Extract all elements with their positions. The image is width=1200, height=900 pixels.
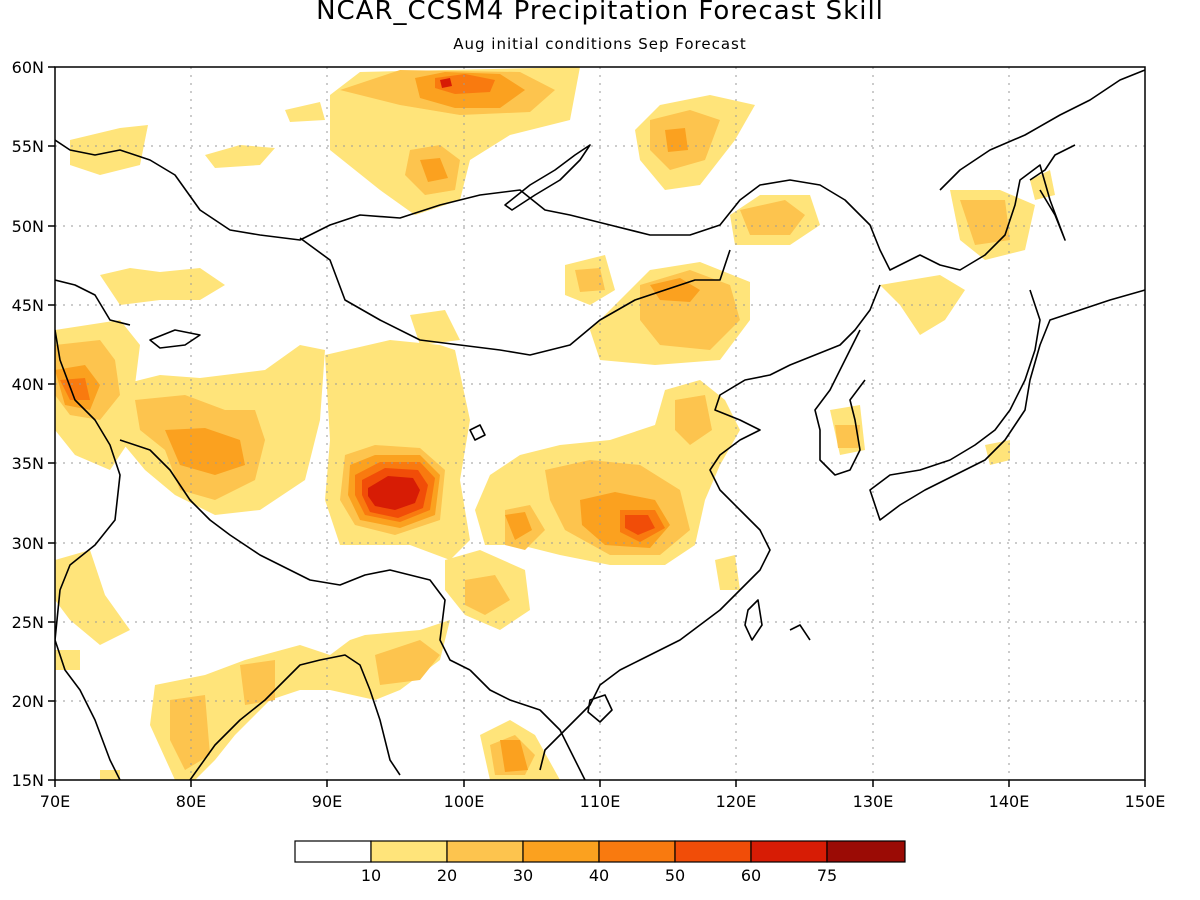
lat-tick-label: 50N	[12, 217, 44, 236]
skill-contours	[55, 67, 1055, 780]
skill-region	[55, 550, 130, 645]
lat-tick-label: 30N	[12, 534, 44, 553]
skill-region	[835, 425, 860, 448]
colorbar-swatch	[826, 840, 906, 863]
skill-region	[740, 200, 805, 235]
skill-region	[55, 650, 80, 670]
skill-region	[575, 268, 605, 292]
skill-region	[1030, 170, 1055, 200]
colorbar-swatch	[674, 840, 752, 863]
lon-tick-label: 90E	[312, 792, 342, 811]
lat-tick-label: 35N	[12, 454, 44, 473]
skill-region	[505, 512, 532, 540]
lat-tick-label: 20N	[12, 692, 44, 711]
colorbar-label: 30	[513, 866, 533, 885]
skill-region	[440, 78, 452, 88]
coastline-qinghai	[469, 424, 486, 441]
skill-region	[880, 275, 965, 335]
skill-region	[60, 378, 90, 400]
coastline-india-east	[189, 654, 401, 780]
colorbar-swatch	[750, 840, 828, 863]
axis-ticks	[48, 66, 1146, 787]
coastline-korea	[814, 329, 866, 476]
colorbar-label: 20	[437, 866, 457, 885]
colorbar-label: 75	[817, 866, 837, 885]
coastline-caspian-region	[55, 279, 131, 326]
graticule	[55, 67, 1145, 780]
skill-region	[985, 440, 1010, 465]
lon-tick-label: 110E	[580, 792, 621, 811]
skill-region	[170, 695, 210, 770]
skill-region	[205, 145, 275, 168]
skill-region	[410, 310, 460, 345]
coastline-india-west	[55, 329, 121, 780]
skill-region	[675, 395, 712, 445]
skill-region	[150, 620, 450, 780]
colorbar-label: 60	[741, 866, 761, 885]
lat-tick-label: 55N	[12, 137, 44, 156]
skill-region	[715, 555, 740, 590]
skill-region	[665, 128, 688, 152]
coastline-philippines	[789, 624, 811, 641]
coastline-himalaya-border	[119, 439, 471, 671]
lon-tick-label: 120E	[716, 792, 757, 811]
coastline-taiwan	[744, 599, 763, 641]
colorbar-swatch	[370, 840, 448, 863]
lat-tick-label: 40N	[12, 375, 44, 394]
lon-tick-label: 80E	[176, 792, 206, 811]
coastline-mongolia-china-border	[299, 237, 731, 356]
colorbar: 10 20 30 40 50 60 75	[294, 840, 906, 885]
skill-region	[420, 158, 448, 182]
skill-region	[100, 268, 225, 305]
colorbar-swatch	[522, 840, 600, 863]
colorbar-swatch	[294, 840, 372, 863]
coastline-japan	[869, 289, 1145, 521]
coastline-hainan	[587, 694, 613, 723]
skill-region	[240, 660, 275, 705]
lon-tick-label: 70E	[40, 792, 70, 811]
skill-region	[465, 575, 510, 615]
coastline-china-east	[539, 284, 881, 771]
colorbar-label: 40	[589, 866, 609, 885]
lat-tick-label: 25N	[12, 613, 44, 632]
map-subtitle: Aug initial conditions Sep Forecast	[453, 35, 747, 53]
coastline-balkhash	[149, 329, 201, 349]
coastlines	[55, 69, 1145, 780]
lon-tick-label: 130E	[853, 792, 894, 811]
lat-tick-label: 15N	[12, 771, 44, 790]
colorbar-label: 50	[665, 866, 685, 885]
skill-region	[368, 476, 420, 510]
lat-tick-label: 60N	[12, 58, 44, 77]
coastline-russia-arctic-pacific	[55, 139, 1066, 271]
skill-region	[225, 445, 240, 465]
skill-region	[625, 515, 655, 535]
skill-region	[650, 278, 700, 302]
coastline-okhotsk	[939, 69, 1145, 191]
lon-tick-label: 100E	[444, 792, 485, 811]
lon-tick-label: 140E	[989, 792, 1030, 811]
skill-region	[70, 125, 148, 175]
colorbar-swatch	[598, 840, 676, 863]
coastline-indochina	[469, 669, 586, 780]
coastline-baikal	[504, 144, 591, 211]
skill-region	[100, 770, 120, 780]
skill-region	[960, 200, 1010, 245]
colorbar-label: 10	[361, 866, 381, 885]
map-title: NCAR_CCSM4 Precipitation Forecast Skill	[316, 0, 884, 26]
skill-region	[500, 740, 528, 772]
skill-region	[285, 102, 325, 122]
coastline-kamchatka	[1029, 144, 1076, 181]
lon-tick-label: 150E	[1125, 792, 1166, 811]
lat-tick-label: 45N	[12, 296, 44, 315]
skill-region	[375, 640, 440, 685]
colorbar-swatch	[446, 840, 524, 863]
